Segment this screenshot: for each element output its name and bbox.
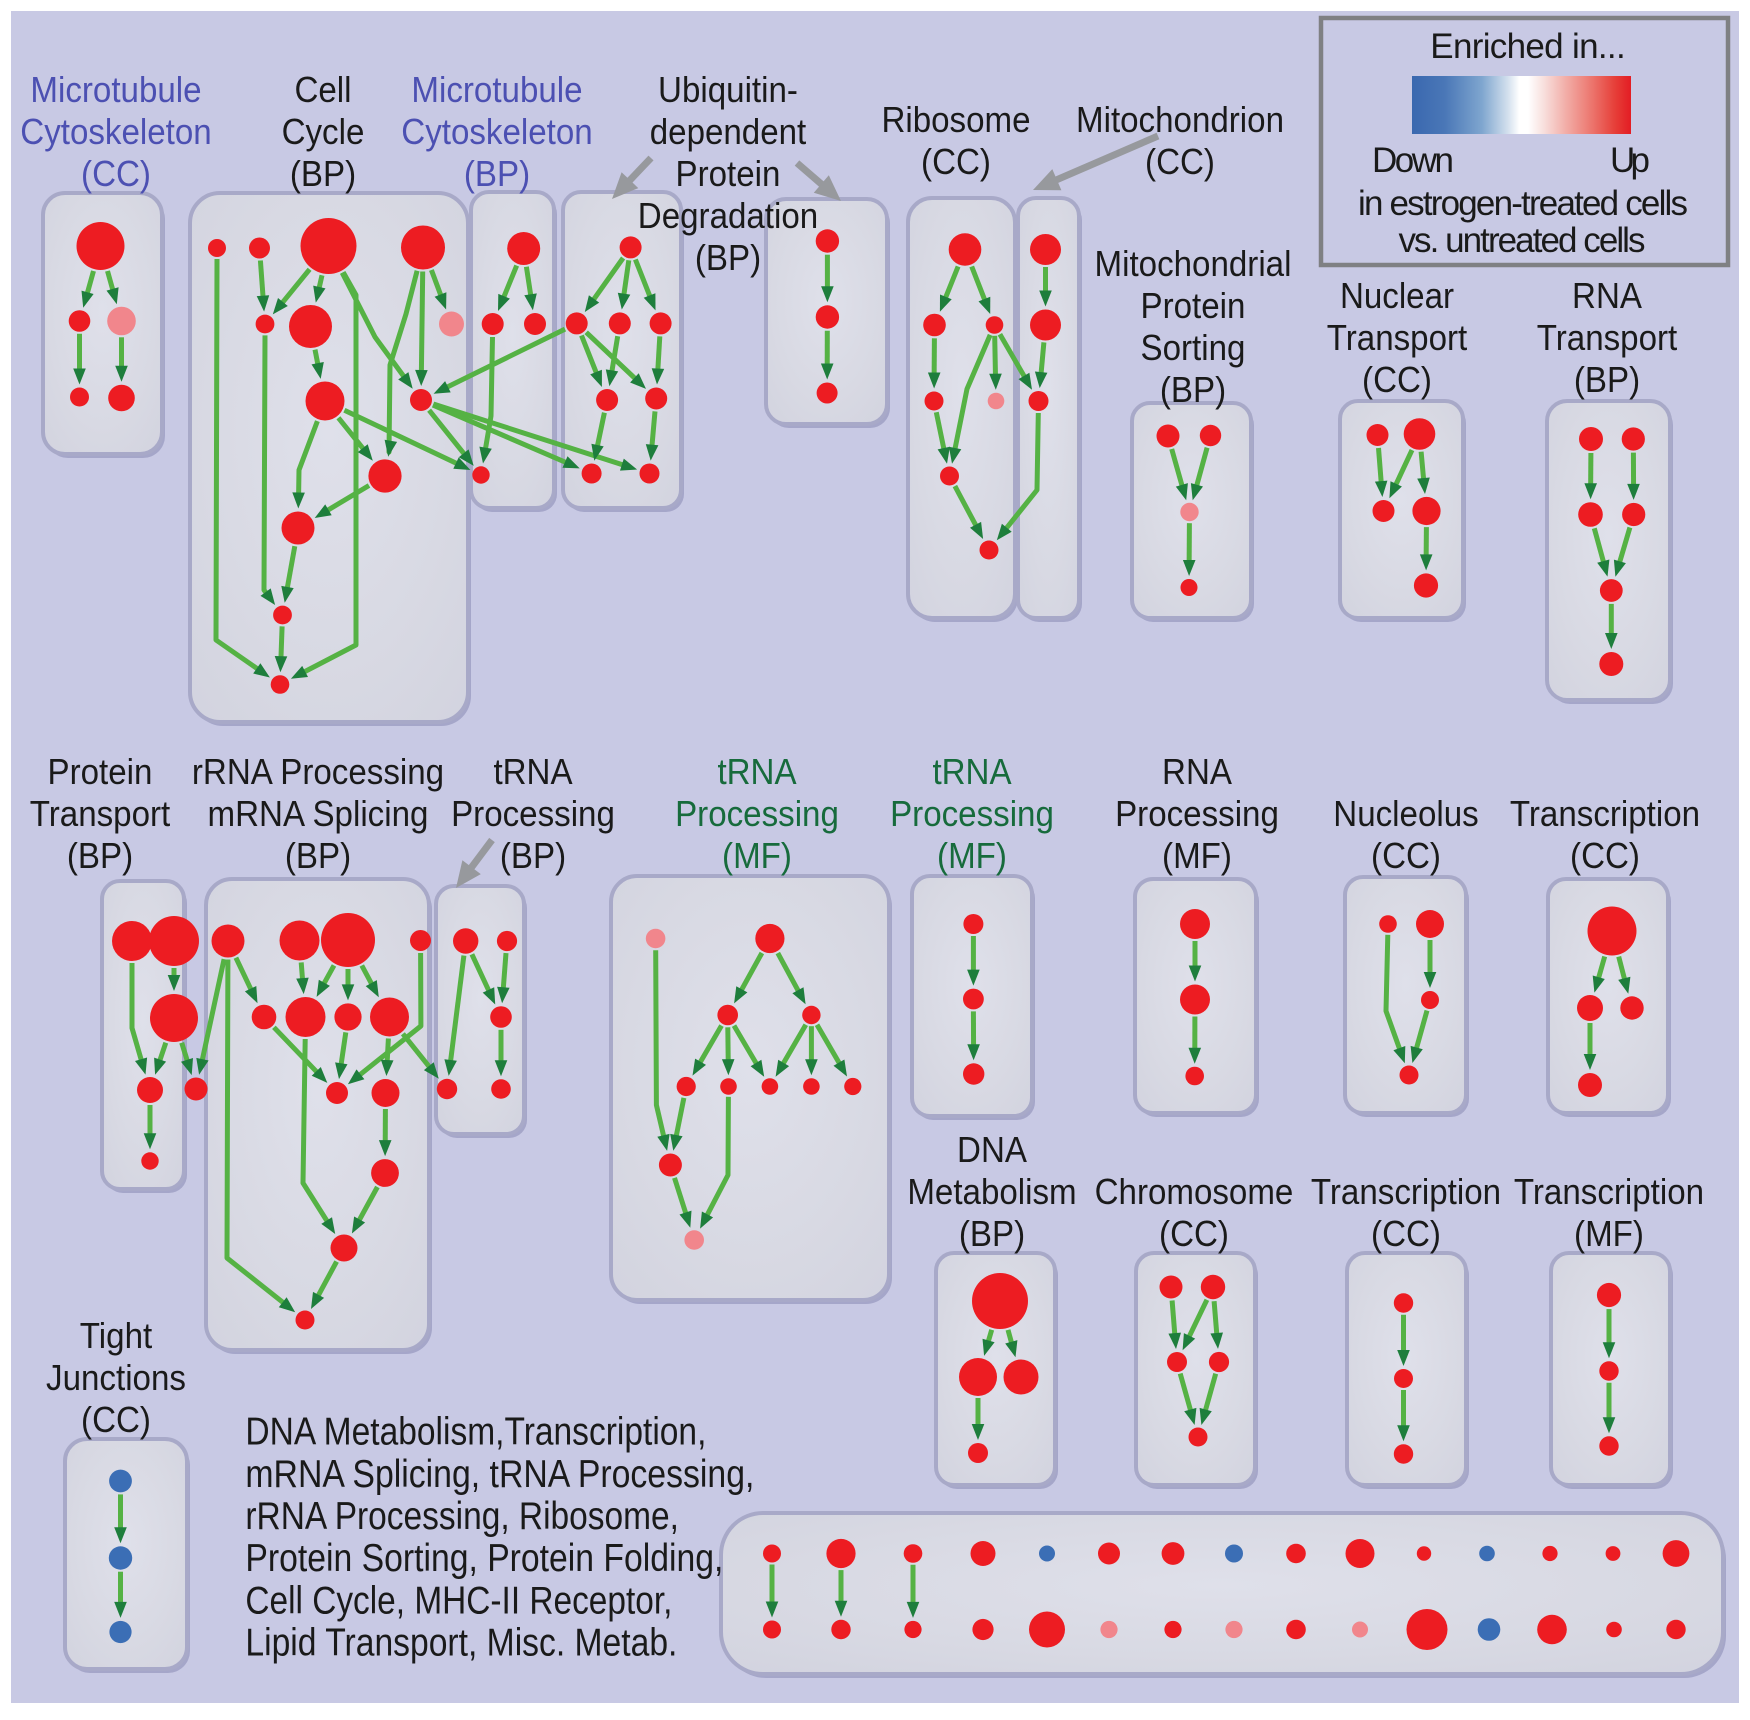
svg-text:Cytoskeleton: Cytoskeleton	[401, 111, 592, 152]
svg-text:(MF): (MF)	[1162, 835, 1232, 876]
svg-text:(CC): (CC)	[1159, 1213, 1229, 1254]
svg-text:Nucleolus: Nucleolus	[1333, 793, 1478, 834]
svg-text:RNA: RNA	[1162, 751, 1232, 792]
svg-text:(CC): (CC)	[921, 141, 991, 182]
svg-text:(CC): (CC)	[1145, 141, 1215, 182]
svg-text:Transport: Transport	[1537, 317, 1678, 358]
svg-text:Cytoskeleton: Cytoskeleton	[20, 111, 211, 152]
svg-text:rRNA Processing, Ribosome,: rRNA Processing, Ribosome,	[245, 1495, 679, 1538]
svg-text:(CC): (CC)	[1570, 835, 1640, 876]
svg-text:(MF): (MF)	[1574, 1213, 1644, 1254]
svg-text:(BP): (BP)	[67, 835, 133, 876]
svg-text:tRNA: tRNA	[493, 751, 572, 792]
svg-text:Enriched in...: Enriched in...	[1430, 27, 1625, 66]
svg-text:(BP): (BP)	[695, 237, 761, 278]
svg-text:(MF): (MF)	[937, 835, 1007, 876]
svg-text:Ribosome: Ribosome	[881, 99, 1030, 140]
svg-text:in estrogen-treated cells: in estrogen-treated cells	[1358, 184, 1688, 223]
svg-text:mRNA Splicing: mRNA Splicing	[208, 793, 429, 834]
svg-text:(BP): (BP)	[464, 153, 530, 194]
svg-text:Transport: Transport	[1327, 317, 1468, 358]
svg-text:Ubiquitin-: Ubiquitin-	[658, 69, 798, 110]
svg-text:Protein: Protein	[676, 153, 781, 194]
svg-text:(BP): (BP)	[1574, 359, 1640, 400]
svg-text:Microtubule: Microtubule	[411, 69, 582, 110]
svg-text:Mitochondrial: Mitochondrial	[1095, 243, 1292, 284]
svg-text:(BP): (BP)	[959, 1213, 1025, 1254]
svg-text:Mitochondrion: Mitochondrion	[1076, 99, 1284, 140]
svg-text:Processing: Processing	[675, 793, 839, 834]
svg-text:Protein: Protein	[1141, 285, 1246, 326]
svg-text:Protein: Protein	[48, 751, 153, 792]
svg-text:(BP): (BP)	[290, 153, 356, 194]
svg-text:Processing: Processing	[451, 793, 615, 834]
svg-text:(CC): (CC)	[81, 1399, 151, 1440]
svg-text:(CC): (CC)	[81, 153, 151, 194]
svg-text:Lipid Transport, Misc. Metab.: Lipid Transport, Misc. Metab.	[245, 1622, 677, 1665]
svg-text:Transcription: Transcription	[1311, 1171, 1501, 1212]
svg-text:Cell: Cell	[294, 69, 351, 110]
svg-text:Cell Cycle, MHC-II Receptor,: Cell Cycle, MHC-II Receptor,	[245, 1579, 672, 1622]
svg-text:Protein Sorting, Protein Foldi: Protein Sorting, Protein Folding,	[245, 1537, 723, 1580]
svg-text:Down: Down	[1372, 141, 1454, 180]
svg-text:RNA: RNA	[1572, 275, 1642, 316]
svg-text:rRNA Processing: rRNA Processing	[192, 751, 444, 792]
svg-text:(CC): (CC)	[1371, 1213, 1441, 1254]
svg-text:vs. untreated cells: vs. untreated cells	[1399, 221, 1646, 260]
svg-text:mRNA Splicing, tRNA Processing: mRNA Splicing, tRNA Processing,	[245, 1453, 754, 1496]
svg-text:DNA: DNA	[957, 1129, 1027, 1170]
svg-text:Microtubule: Microtubule	[30, 69, 201, 110]
svg-text:Transcription: Transcription	[1514, 1171, 1704, 1212]
svg-text:Degradation: Degradation	[638, 195, 818, 236]
svg-text:(BP): (BP)	[285, 835, 351, 876]
svg-text:Sorting: Sorting	[1141, 327, 1246, 368]
svg-text:Transcription: Transcription	[1510, 793, 1700, 834]
svg-text:(BP): (BP)	[500, 835, 566, 876]
svg-text:tRNA: tRNA	[932, 751, 1011, 792]
svg-text:Processing: Processing	[890, 793, 1054, 834]
svg-text:(CC): (CC)	[1371, 835, 1441, 876]
svg-text:Processing: Processing	[1115, 793, 1279, 834]
svg-text:(MF): (MF)	[722, 835, 792, 876]
svg-text:dependent: dependent	[650, 111, 807, 152]
svg-text:Cycle: Cycle	[282, 111, 365, 152]
svg-text:Chromosome: Chromosome	[1095, 1171, 1294, 1212]
svg-text:Tight: Tight	[80, 1315, 152, 1356]
svg-text:(CC): (CC)	[1362, 359, 1432, 400]
svg-text:tRNA: tRNA	[717, 751, 796, 792]
svg-text:DNA Metabolism,Transcription,: DNA Metabolism,Transcription,	[245, 1411, 706, 1454]
svg-text:Up: Up	[1610, 141, 1650, 180]
svg-text:Metabolism: Metabolism	[907, 1171, 1076, 1212]
svg-text:(BP): (BP)	[1160, 369, 1226, 410]
svg-text:Junctions: Junctions	[46, 1357, 186, 1398]
svg-text:Nuclear: Nuclear	[1340, 275, 1454, 316]
svg-text:Transport: Transport	[30, 793, 171, 834]
